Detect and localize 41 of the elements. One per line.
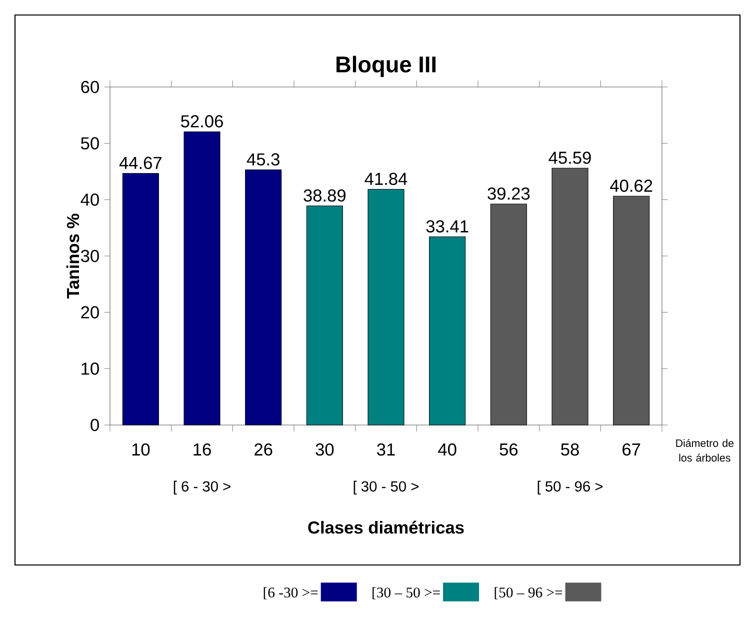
x-tick-label: 56 xyxy=(500,443,518,456)
legend-label: [30 – 50 >= xyxy=(372,587,440,600)
x-tick-label: 67 xyxy=(622,443,640,456)
x-axis-title: Clases diamétricas xyxy=(308,520,464,534)
data-label: 40.62 xyxy=(610,180,652,192)
bar xyxy=(245,170,282,426)
data-label: 39.23 xyxy=(488,187,530,200)
x-tick-label: 58 xyxy=(561,443,579,456)
y-tick-label: 0 xyxy=(90,418,99,432)
text: [ 50 - 96 > xyxy=(538,480,602,494)
x-tick-label: 30 xyxy=(316,443,334,456)
data-label: 41.84 xyxy=(364,172,408,186)
data-label: 45.59 xyxy=(548,152,591,164)
x-tick-label: 40 xyxy=(438,443,456,456)
text: Diámetro de los árboles xyxy=(676,438,734,462)
y-tick-label: 10 xyxy=(82,362,99,375)
y-tick-label: 40 xyxy=(80,194,99,206)
x-tick-label: 26 xyxy=(254,443,272,456)
text: [ 6 - 30 > xyxy=(174,480,230,494)
y-tick-label: 30 xyxy=(80,250,99,262)
data-label: 44.67 xyxy=(119,156,162,170)
bar xyxy=(429,236,466,426)
bar xyxy=(306,206,343,426)
data-label: 52.06 xyxy=(181,115,223,128)
bar xyxy=(184,131,220,426)
data-label: 38.89 xyxy=(304,189,346,202)
y-tick-label: 60 xyxy=(81,80,99,94)
bar xyxy=(122,173,159,426)
x-tick-label: 10 xyxy=(132,443,150,456)
chart-title: Bloque III xyxy=(336,56,436,77)
legend-label: [50 – 96 >= xyxy=(494,587,562,600)
y-axis-title: Taninos % xyxy=(66,214,80,298)
x-tick-label: 16 xyxy=(194,443,211,456)
data-label: 45.3 xyxy=(246,153,280,166)
y-tick-label: 50 xyxy=(81,137,99,150)
y-tick-label: 20 xyxy=(81,306,99,318)
legend-label: [6 -30 >= xyxy=(264,587,318,600)
text: [ 30 - 50 > xyxy=(354,480,418,494)
bar xyxy=(368,189,404,426)
x-tick-label: 31 xyxy=(377,443,395,456)
data-label: 33.41 xyxy=(426,220,468,233)
